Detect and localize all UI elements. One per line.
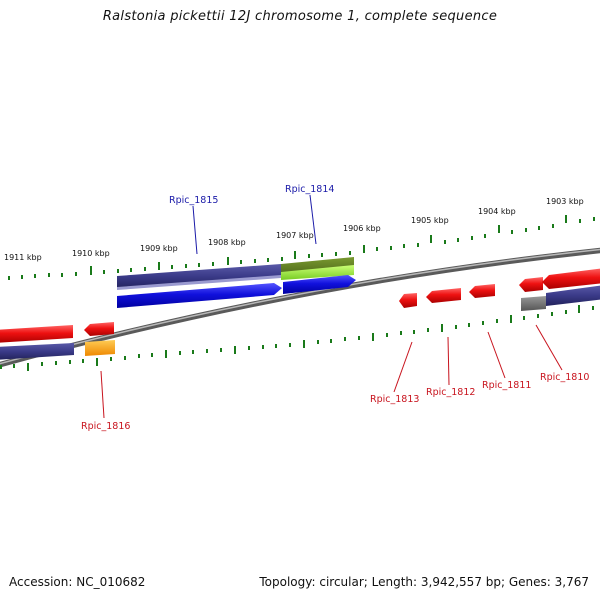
gene-label-rpic-1813[interactable]: Rpic_1813 (370, 394, 419, 405)
cds-rpic-1810-small[interactable] (519, 277, 543, 292)
accession-text: Accession: NC_010682 (9, 575, 146, 589)
gene-rpic-1816-outer[interactable] (85, 340, 115, 356)
gene-label-rpic-1814[interactable]: Rpic_1814 (285, 184, 334, 195)
ruler-label-1903: 1903 kbp (546, 197, 584, 206)
gene-label-rpic-1816[interactable]: Rpic_1816 (81, 421, 130, 432)
cds-rpic-1813[interactable] (399, 293, 417, 308)
ruler-label-1907: 1907 kbp (276, 231, 314, 240)
cds-rpic-1812[interactable] (426, 288, 461, 303)
ruler-label-1911: 1911 kbp (4, 253, 42, 262)
cds-rpic-1810[interactable] (542, 268, 600, 289)
cds-rpic-1814[interactable] (283, 275, 356, 294)
gene-label-rpic-1810[interactable]: Rpic_1810 (540, 372, 589, 383)
ruler-label-1904: 1904 kbp (478, 207, 516, 216)
gene-label-rpic-1812[interactable]: Rpic_1812 (426, 387, 475, 398)
gene-rpic-1815-outer[interactable] (117, 264, 281, 289)
topology-summary: Topology: circular; Length: 3,942,557 bp… (259, 575, 589, 589)
ruler-label-1909: 1909 kbp (140, 244, 178, 253)
chromosome-backbone (0, 247, 600, 368)
gene-rpic-1810-outer[interactable] (546, 285, 600, 306)
ruler-label-1905: 1905 kbp (411, 216, 449, 225)
label-leaders (100, 194, 563, 419)
gene-left-navy[interactable] (0, 343, 74, 360)
cds-left-red[interactable] (0, 325, 73, 343)
cds-rpic-1815[interactable] (117, 283, 282, 308)
ruler-label-1908: 1908 kbp (208, 238, 246, 247)
ruler-label-1906: 1906 kbp (343, 224, 381, 233)
ruler-label-1910: 1910 kbp (72, 249, 110, 258)
cds-rpic-1811[interactable] (469, 284, 495, 298)
cds-rpic-1816[interactable] (84, 322, 114, 336)
gene-label-rpic-1811[interactable]: Rpic_1811 (482, 380, 531, 391)
gene-rpic-1810-gray[interactable] (521, 296, 546, 311)
upper-ruler (8, 215, 595, 280)
lower-ruler (0, 305, 594, 371)
map-title: Ralstonia pickettii 12J chromosome 1, co… (102, 9, 498, 24)
gene-label-rpic-1815[interactable]: Rpic_1815 (169, 195, 218, 206)
